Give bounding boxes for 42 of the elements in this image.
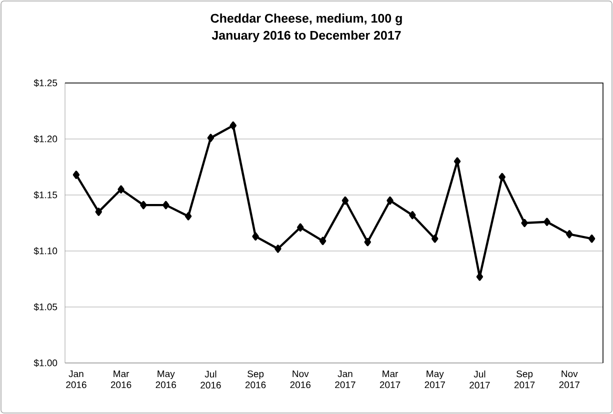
y-tick-label: $1.25 xyxy=(34,79,58,87)
x-tick-label: Nov 2016 xyxy=(290,370,311,388)
x-tick-label: Jul 2017 xyxy=(470,370,490,388)
point xyxy=(252,232,259,241)
point xyxy=(342,196,349,205)
point xyxy=(118,185,124,194)
point xyxy=(588,234,596,243)
x-tick-label: Jan 2016 xyxy=(66,370,86,388)
point xyxy=(498,172,506,182)
x-tick-label: Sep 2016 xyxy=(245,370,266,388)
x-tick-label: Mar 2016 xyxy=(110,370,132,388)
x-tick-label: Nov 2017 xyxy=(559,370,580,388)
y-tick-label: $1.20 xyxy=(34,135,58,143)
point xyxy=(162,200,170,210)
point xyxy=(274,244,282,253)
y-tick-label: $1.10 xyxy=(34,247,58,255)
point xyxy=(386,196,394,205)
point xyxy=(544,218,550,226)
x-tick-label: Mar 2017 xyxy=(380,370,400,388)
x-tick-label: Jan 2017 xyxy=(335,370,356,388)
point xyxy=(140,200,147,210)
point xyxy=(521,218,528,228)
y-tick-label: $1.00 xyxy=(34,359,58,367)
chart-subtitle: January 2016 to December 2017 xyxy=(212,30,401,42)
point xyxy=(364,238,371,246)
x-tick-label: May 2017 xyxy=(424,370,445,388)
point xyxy=(95,208,102,216)
point xyxy=(230,121,236,130)
point xyxy=(184,212,192,220)
point xyxy=(207,134,214,142)
y-tick-label: $1.15 xyxy=(34,191,58,199)
y-tick-label: $1.05 xyxy=(34,303,58,311)
point xyxy=(319,236,326,246)
point xyxy=(72,170,80,179)
x-tick-label: May 2016 xyxy=(156,370,176,388)
x-tick-label: Jul 2016 xyxy=(200,370,221,388)
point xyxy=(566,230,573,238)
chart-title: Cheddar Cheese, medium, 100 g xyxy=(210,14,402,26)
x-tick-label: Sep 2017 xyxy=(514,370,535,388)
point xyxy=(432,234,438,243)
point xyxy=(297,223,304,232)
point xyxy=(409,211,416,220)
